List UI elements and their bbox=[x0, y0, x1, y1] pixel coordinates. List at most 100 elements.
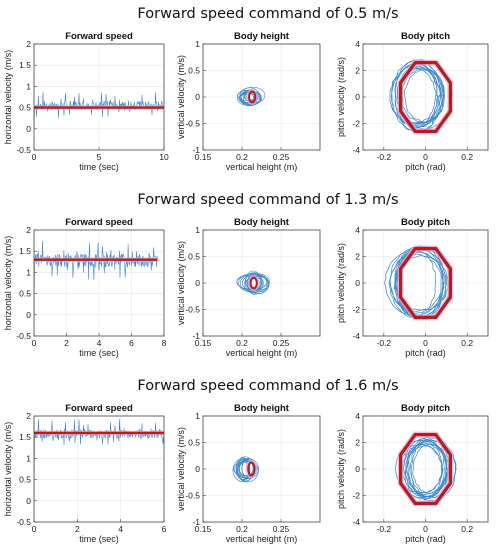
row-title: Forward speed command of 0.5 m/s bbox=[137, 6, 398, 22]
trajectory-loop bbox=[395, 439, 447, 499]
x-tick-label: 0.2 bbox=[236, 338, 248, 348]
x-tick-label: 10 bbox=[159, 152, 169, 162]
y-tick-label: 0.5 bbox=[188, 438, 200, 448]
data-layer bbox=[232, 456, 259, 483]
y-tick-label: 0.5 bbox=[188, 252, 200, 262]
y-tick-label: 0.5 bbox=[19, 103, 31, 113]
y-tick-label: 1 bbox=[26, 81, 31, 91]
x-tick-label: 0.2 bbox=[461, 524, 473, 534]
y-tick-label: 0 bbox=[355, 278, 360, 288]
y-tick-label: 2 bbox=[26, 225, 31, 235]
row-title: Forward speed command of 1.3 m/s bbox=[137, 192, 398, 208]
reference-loop bbox=[399, 60, 452, 133]
y-tick-label: 1 bbox=[26, 453, 31, 463]
data-layer bbox=[395, 431, 457, 507]
x-tick-label: 0.25 bbox=[273, 524, 290, 534]
y-tick-label: 0 bbox=[26, 310, 31, 320]
y-axis-label: horizontal velocity (m/s) bbox=[3, 50, 13, 145]
y-axis-label: horizontal velocity (m/s) bbox=[3, 422, 13, 517]
x-tick-label: 0 bbox=[423, 338, 428, 348]
y-tick-label: -1 bbox=[192, 517, 200, 527]
trajectory-loop bbox=[247, 272, 263, 295]
x-tick-label: 0 bbox=[423, 524, 428, 534]
panel-title: Body height bbox=[234, 217, 290, 228]
y-tick-label: 0 bbox=[195, 92, 200, 102]
y-tick-label: 4 bbox=[355, 225, 360, 235]
trajectory-loop bbox=[239, 92, 254, 103]
y-tick-label: -0.5 bbox=[185, 119, 200, 129]
panel-title: Body height bbox=[234, 31, 290, 42]
y-tick-label: 0.5 bbox=[19, 475, 31, 485]
y-axis-label: vertical velocity (m/s) bbox=[176, 427, 186, 511]
y-tick-label: 1.5 bbox=[19, 246, 31, 256]
trajectory-loop bbox=[403, 438, 444, 500]
x-tick-label: -0.2 bbox=[377, 338, 392, 348]
y-tick-label: -0.5 bbox=[16, 331, 31, 341]
y-tick-label: 2 bbox=[26, 411, 31, 421]
x-axis-label: vertical height (m) bbox=[226, 162, 298, 172]
y-tick-label: -4 bbox=[352, 331, 360, 341]
y-axis-label: vertical velocity (m/s) bbox=[176, 55, 186, 139]
reference-loop bbox=[249, 276, 258, 290]
x-tick-label: 0.2 bbox=[236, 524, 248, 534]
y-tick-label: -0.5 bbox=[185, 491, 200, 501]
chart-row: Forward speed command of 0.5 m/s0 5 10-0.5… bbox=[3, 6, 489, 172]
trajectory-loop bbox=[234, 461, 258, 478]
x-axis-label: pitch (rad) bbox=[405, 162, 446, 172]
chart-panel: 0.15 0.2 0.25 -1 -0.5 0 0.5 1 Body height vertica… bbox=[176, 403, 321, 544]
x-tick-label: 0.2 bbox=[461, 338, 473, 348]
data-layer bbox=[34, 418, 164, 501]
y-tick-label: 1.5 bbox=[19, 432, 31, 442]
x-tick-label: 0.25 bbox=[273, 152, 290, 162]
x-tick-label: 6 bbox=[162, 524, 167, 534]
trajectory-loop bbox=[239, 274, 264, 292]
panel-title: Body pitch bbox=[401, 217, 450, 228]
y-tick-label: 0 bbox=[195, 464, 200, 474]
y-tick-label: -1 bbox=[192, 145, 200, 155]
axes-box bbox=[33, 415, 165, 523]
chart-row: Forward speed command of 1.3 m/s 0 2 4 6 8 -0.… bbox=[3, 192, 489, 358]
chart-panel: -0.2 0 0.2 -4 -2 0 2 4 Body pitch pitch (rad) pitc… bbox=[336, 31, 489, 172]
panel-title: Forward speed bbox=[65, 403, 133, 414]
panel-title: Body pitch bbox=[401, 403, 450, 414]
chart-row: Forward speed command of 1.6 m/s 0 2 4 6 -0.5… bbox=[3, 378, 489, 544]
x-tick-label: 2 bbox=[64, 338, 69, 348]
trajectory-loop bbox=[237, 457, 250, 480]
x-axis-label: pitch (rad) bbox=[405, 348, 446, 358]
trajectory-loop bbox=[395, 249, 448, 317]
y-tick-label: -2 bbox=[352, 491, 360, 501]
x-tick-label: 0.15 bbox=[195, 338, 212, 348]
data-layer bbox=[389, 58, 454, 135]
data-layer bbox=[384, 245, 454, 321]
x-axis-label: pitch (rad) bbox=[405, 534, 446, 544]
reference-loop bbox=[399, 247, 452, 319]
y-tick-label: -0.5 bbox=[16, 517, 31, 527]
panel-title: Body height bbox=[234, 403, 290, 414]
trajectory-loop bbox=[396, 67, 437, 124]
x-tick-label: 4 bbox=[97, 338, 102, 348]
x-tick-label: 0.2 bbox=[236, 152, 248, 162]
panel-title: Forward speed bbox=[65, 217, 133, 228]
data-layer bbox=[236, 270, 270, 295]
x-tick-label: 6 bbox=[129, 338, 134, 348]
x-tick-label: 8 bbox=[162, 338, 167, 348]
y-tick-label: 1 bbox=[195, 39, 200, 49]
chart-panel: 0.15 0.2 0.25 -1 -0.5 0 0.5 1 Body height vertica… bbox=[176, 31, 321, 172]
x-tick-label: -0.2 bbox=[377, 152, 392, 162]
reference-loop bbox=[399, 433, 452, 505]
panel-title: Body pitch bbox=[401, 31, 450, 42]
x-axis-label: time (sec) bbox=[79, 348, 119, 358]
y-tick-label: 4 bbox=[355, 39, 360, 49]
data-layer bbox=[34, 91, 164, 129]
y-tick-label: 1.5 bbox=[19, 60, 31, 70]
x-tick-label: 0.15 bbox=[195, 152, 212, 162]
y-tick-label: 0 bbox=[195, 278, 200, 288]
y-axis-label: vertical velocity (m/s) bbox=[176, 241, 186, 325]
trajectory-loop bbox=[389, 253, 442, 312]
x-tick-label: 0.2 bbox=[461, 152, 473, 162]
x-axis-label: vertical height (m) bbox=[226, 348, 298, 358]
y-tick-label: 2 bbox=[355, 438, 360, 448]
trajectory-loop bbox=[239, 87, 261, 107]
